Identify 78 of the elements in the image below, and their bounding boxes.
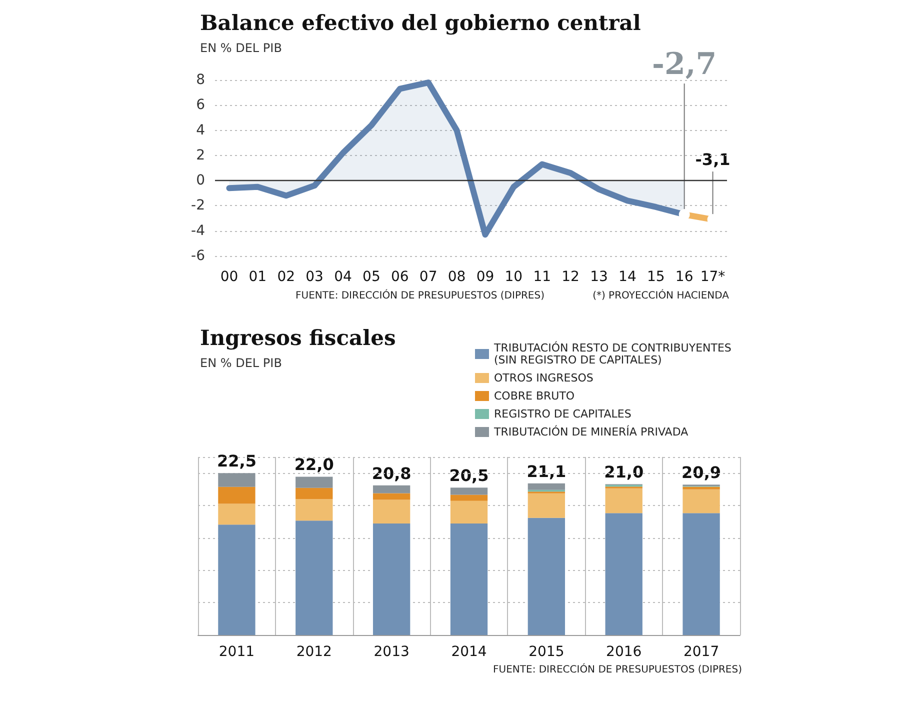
x-tick-label: 03 xyxy=(306,269,324,285)
bar xyxy=(218,473,256,487)
bar xyxy=(218,486,256,504)
chart-subtitle: EN % DEL PIB xyxy=(200,356,282,370)
legend-label: REGISTRO DE CAPITALES xyxy=(494,408,632,420)
y-tick-label: 0 xyxy=(196,172,205,189)
x-tick-label: 15 xyxy=(646,269,665,285)
bar xyxy=(450,494,488,501)
bar xyxy=(372,493,410,500)
y-tick-label: 4 xyxy=(196,122,206,138)
x-tick-label: 12 xyxy=(562,269,580,285)
bar xyxy=(682,486,720,490)
bar xyxy=(450,488,488,495)
x-tick-label: 2014 xyxy=(451,644,487,660)
x-tick-label: 2015 xyxy=(528,644,564,660)
annotation: 20,5 xyxy=(449,466,489,486)
x-tick-label: 05 xyxy=(362,269,380,285)
x-tick-label: 2013 xyxy=(374,644,410,660)
bar xyxy=(605,513,642,635)
x-tick-label: 08 xyxy=(448,269,466,285)
y-tick-label: 2 xyxy=(196,147,205,164)
x-tick-label: 2011 xyxy=(218,644,255,660)
bar xyxy=(528,493,566,518)
x-tick-label: 10 xyxy=(504,269,523,285)
bar xyxy=(372,485,410,494)
y-tick-label: 6 xyxy=(196,97,206,114)
annotation: 22,5 xyxy=(216,452,256,471)
y-tick-label: -4 xyxy=(191,222,206,239)
y-tick-label: -2 xyxy=(191,198,205,214)
x-tick-label: 11 xyxy=(533,269,552,285)
x-tick-label: 2017 xyxy=(683,644,720,660)
annotation: 21,1 xyxy=(526,462,566,481)
x-tick-label: 04 xyxy=(334,269,352,285)
annotation: 20,8 xyxy=(372,464,412,483)
x-tick-label: 00 xyxy=(220,269,238,285)
legend-label: OTROS INGRESOS xyxy=(494,372,594,384)
x-tick-label: 16 xyxy=(675,269,694,285)
x-tick-label: 2012 xyxy=(296,644,332,660)
bar xyxy=(682,513,720,635)
bar xyxy=(296,499,333,521)
bar xyxy=(372,500,410,524)
bar xyxy=(450,500,488,524)
bar xyxy=(218,504,256,525)
x-tick-label: 01 xyxy=(248,269,267,285)
source-note: FUENTE: DIRECCIÓN DE PRESUPUESTOS (DIPRES) xyxy=(493,662,742,676)
bar xyxy=(682,489,720,514)
annotation: 21,0 xyxy=(604,462,644,482)
x-tick-label: 14 xyxy=(618,269,636,285)
annotation: -2,7 xyxy=(652,47,717,82)
legend-label: TRIBUTACIÓN DE MINERÍA PRIVADA xyxy=(493,424,689,438)
annotation: 22,0 xyxy=(294,455,334,474)
bar xyxy=(296,476,333,488)
x-tick-label: 07 xyxy=(419,269,438,285)
x-tick-label: 13 xyxy=(590,269,608,285)
chart-title: Ingresos fiscales xyxy=(200,325,396,350)
source-note: FUENTE: DIRECCIÓN DE PRESUPUESTOS (DIPRES) xyxy=(296,288,545,302)
annotation: 20,9 xyxy=(682,463,722,482)
x-tick-label: 2016 xyxy=(606,644,642,660)
x-tick-label: 17* xyxy=(700,269,726,285)
x-tick-label: 06 xyxy=(390,269,409,285)
x-tick-label: 02 xyxy=(277,269,296,285)
bar xyxy=(605,488,642,514)
annotation: -3,1 xyxy=(695,150,730,170)
legend-label: TRIBUTACIÓN RESTO DE CONTRIBUYENTES (SIN REGISTRO DE CAPITALES) xyxy=(493,340,735,366)
bar xyxy=(528,518,566,635)
chart-subtitle: EN % DEL PIB xyxy=(200,41,282,55)
text: (*) PROYECCIÓN HACIENDA xyxy=(592,288,730,302)
bar xyxy=(296,520,333,635)
x-tick-label: 09 xyxy=(476,269,494,285)
y-tick-label: 8 xyxy=(196,72,205,88)
bar xyxy=(218,524,256,635)
legend-label: COBRE BRUTO xyxy=(494,390,575,402)
bar xyxy=(296,488,333,500)
bar xyxy=(372,524,410,635)
chart-title: Balance efectivo del gobierno central xyxy=(200,10,641,35)
bar xyxy=(528,483,566,490)
bar xyxy=(450,524,488,635)
y-tick-label: -6 xyxy=(191,248,206,264)
